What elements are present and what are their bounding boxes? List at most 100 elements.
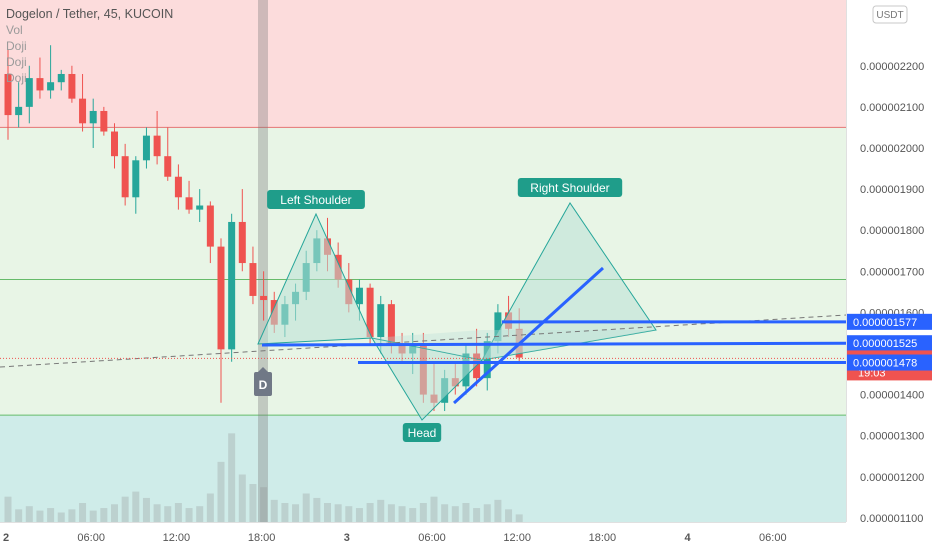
candle-body: [355, 287, 363, 305]
volume-bar: [100, 508, 108, 522]
volume-bar: [387, 504, 395, 522]
volume-bar: [281, 503, 289, 522]
price-tick-label: 0.000002100: [860, 102, 924, 114]
price-tick-label: 0.000001200: [860, 472, 924, 484]
volume-bar: [4, 496, 12, 522]
neckline-line: [261, 341, 847, 347]
time-tick-label: 06:00: [77, 532, 105, 544]
indicator-doji-3[interactable]: Doji: [6, 71, 27, 85]
volume-bar: [132, 491, 140, 522]
currency-button-bg: [872, 5, 908, 24]
volume-bar: [302, 493, 310, 522]
candle-body: [217, 246, 225, 350]
volume-bar: [473, 508, 481, 522]
zone-red: [0, 0, 846, 128]
price-tick-label: 0.000001400: [860, 390, 924, 402]
volume-bar: [185, 508, 193, 522]
volume-bar: [398, 506, 406, 522]
price-tick-label: 0.000001300: [860, 431, 924, 443]
candle-body: [196, 205, 204, 210]
candle-body: [238, 221, 246, 264]
label-head-bg: [402, 423, 442, 442]
indicator-vol[interactable]: Vol: [6, 23, 23, 37]
volume-bar: [324, 503, 331, 522]
label-left-shoulder: Left Shoulder: [280, 193, 351, 207]
time-tick-label: 12:00: [503, 532, 531, 544]
candle-body: [164, 156, 172, 177]
candle-body: [100, 110, 108, 132]
label-right-shoulder-bg: [517, 178, 623, 197]
volume-bar: [377, 499, 385, 522]
volume-bar: [451, 506, 459, 522]
volume-bar: [238, 474, 246, 522]
volume-bar: [174, 503, 182, 522]
marker-d-pointer: [258, 367, 268, 372]
volume-bar: [121, 496, 129, 522]
candle-body: [153, 135, 161, 157]
candle-body: [36, 78, 44, 91]
volume-bar: [79, 503, 87, 522]
candle-body: [206, 205, 214, 247]
volume-bar: [483, 504, 491, 522]
candle-body: [377, 304, 385, 338]
volume-bar: [15, 509, 23, 522]
price-tick-label: 0.000001800: [860, 225, 924, 237]
volume-bar: [292, 504, 300, 522]
chart-legend: Dogelon / Tether, 45, KUCOIN Vol Doji Do…: [6, 6, 173, 86]
volume-bar: [441, 504, 449, 522]
price-tick-label: 0.000001100: [860, 513, 923, 525]
time-tick-label: 06:00: [759, 532, 787, 544]
left-shoulder-triangle: [257, 212, 373, 345]
volume-bar: [25, 506, 33, 522]
candle-body: [260, 295, 268, 301]
volume-bar: [111, 504, 118, 522]
volume-bar: [68, 509, 76, 522]
time-tick-label: 4: [685, 532, 692, 544]
volume-bar: [366, 503, 374, 522]
label-left-shoulder-bg: [267, 190, 365, 209]
candle-body: [121, 156, 129, 198]
candle-body: [483, 341, 491, 379]
indicator-doji-1[interactable]: Doji: [6, 39, 27, 53]
axis-corner: [846, 522, 932, 550]
price-tag-label: 0.000001478: [853, 358, 917, 370]
price-tick-label: 0.000002000: [860, 143, 924, 155]
time-tick-label: 18:00: [589, 532, 617, 544]
volume-bar: [505, 509, 513, 522]
highlight-column: [258, 0, 268, 522]
breakout-trendline: [452, 266, 605, 405]
volume-bar: [249, 484, 257, 522]
candle-body: [249, 263, 257, 296]
volume-bar: [313, 497, 321, 522]
candle-body: [228, 221, 236, 350]
price-tag-bg: [847, 313, 932, 330]
volume-bar: [515, 514, 523, 522]
time-tick-label: 12:00: [163, 532, 191, 544]
candle-body: [47, 82, 55, 91]
candle-body: [15, 106, 23, 116]
time-tick-label: 18:00: [248, 532, 276, 544]
currency-button[interactable]: USDT: [876, 10, 903, 21]
volume-bar: [409, 508, 417, 522]
volume-bar: [36, 510, 44, 522]
indicator-doji-2[interactable]: Doji: [6, 55, 27, 69]
candle-body: [4, 73, 12, 116]
price-tag-bg: [847, 354, 932, 371]
volume-bar: [419, 503, 427, 522]
volume-bar: [217, 461, 225, 522]
candle-body: [79, 98, 87, 124]
candle-body: [494, 312, 502, 342]
volume-bar: [260, 487, 268, 522]
price-axis-bg: [846, 0, 932, 550]
volume-bar: [345, 506, 353, 522]
volume-bar: [206, 493, 214, 522]
label-head: Head: [408, 426, 437, 440]
price-tick-label: 0.000001700: [860, 266, 924, 278]
volume-bar: [228, 433, 236, 522]
candle-body: [25, 78, 33, 107]
time-tick-label: 3: [344, 532, 350, 544]
time-tick-label: 06:00: [418, 532, 446, 544]
volume-bar: [196, 506, 204, 522]
